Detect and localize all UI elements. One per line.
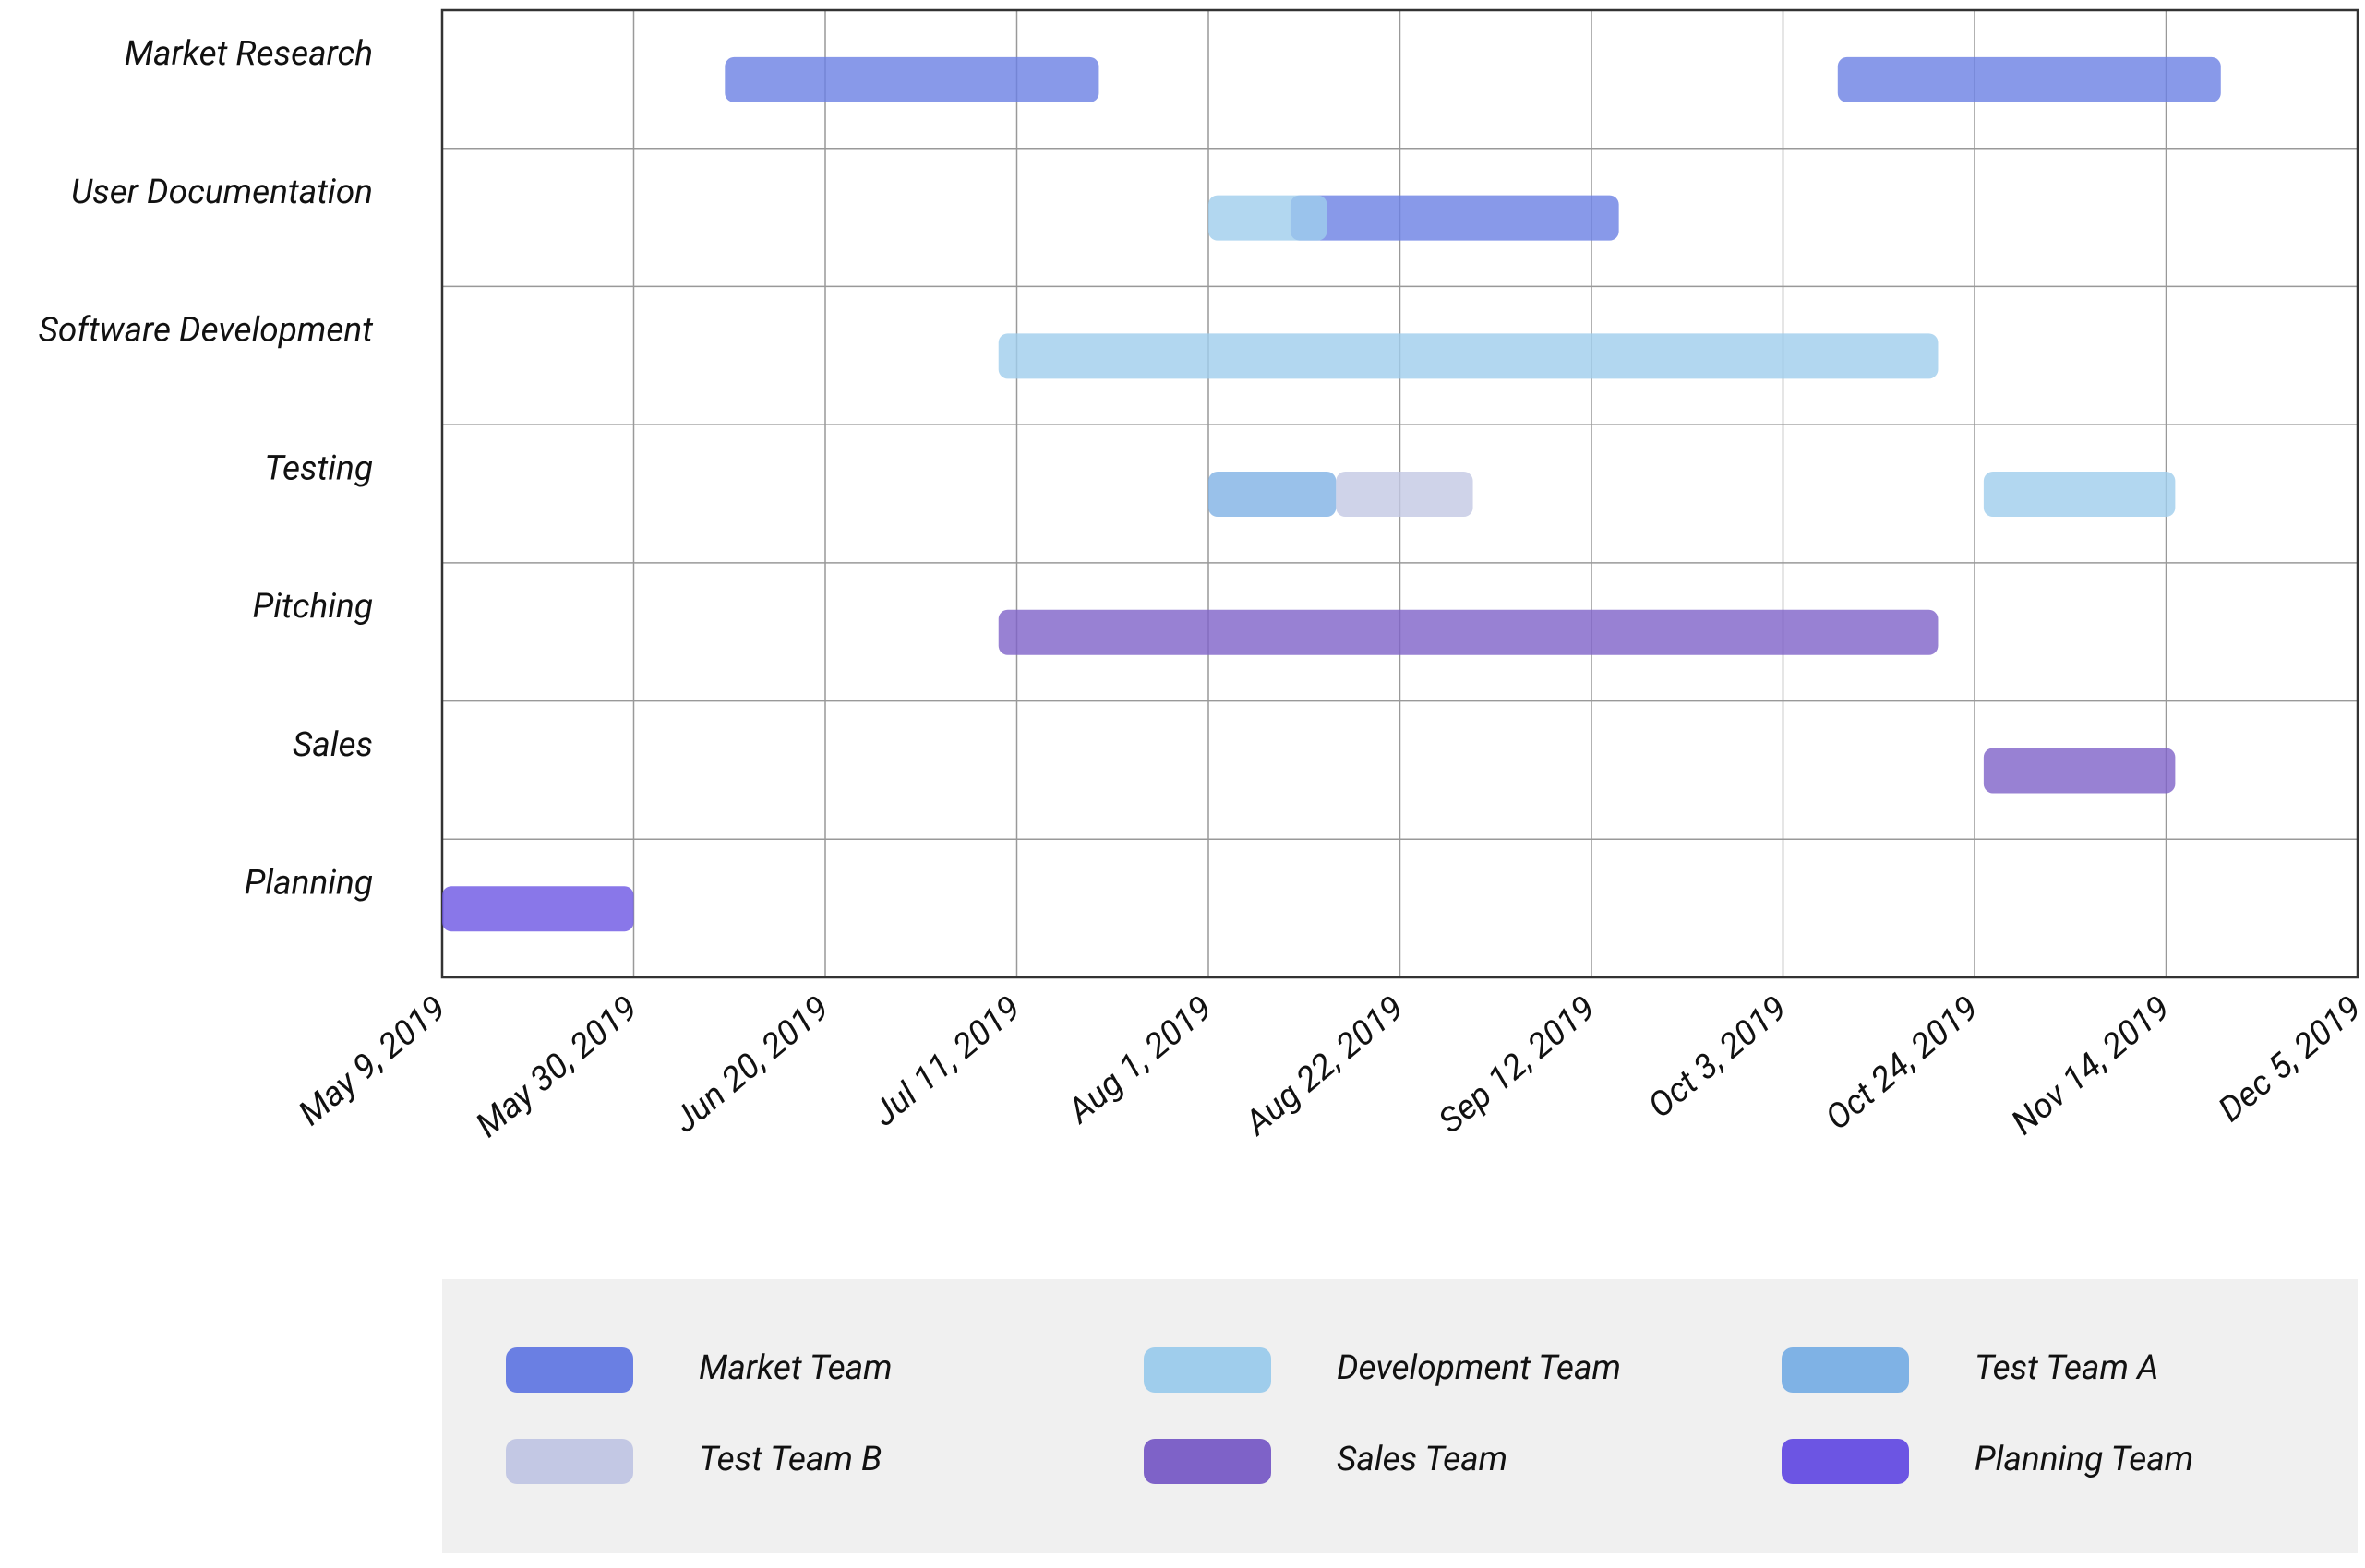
x-tick-label: Nov 14, 2019: [2004, 988, 2178, 1143]
task-bar: [998, 333, 1939, 379]
task-bar: [1983, 472, 2176, 518]
legend-swatch: [1144, 1347, 1271, 1393]
y-tick-label: Software Development: [39, 311, 374, 351]
legend-label: Test Team A: [1975, 1348, 2158, 1388]
x-tick-label: Aug 1, 2019: [1060, 988, 1220, 1132]
legend-label: Test Team B: [699, 1440, 882, 1479]
x-tick-label: May 9, 2019: [292, 988, 454, 1133]
legend-swatch: [1144, 1439, 1271, 1484]
y-tick-label: Sales: [293, 725, 373, 765]
task-bar: [725, 56, 1099, 102]
task-bar: [442, 886, 634, 932]
legend-swatch: [506, 1347, 633, 1393]
task-bar: [1983, 748, 2176, 794]
x-tick-label: Oct 3, 2019: [1641, 988, 1795, 1126]
legend-label: Planning Team: [1975, 1440, 2193, 1479]
plot-frame: [440, 8, 2359, 979]
x-tick-label: Oct 24, 2019: [1819, 988, 1987, 1138]
task-bar: [1208, 472, 1337, 518]
y-tick-label: Market Research: [125, 34, 373, 74]
task-bar: [998, 609, 1939, 655]
y-tick-label: Testing: [264, 449, 373, 488]
x-tick-label: Dec 5, 2019: [2212, 988, 2365, 1130]
x-tick-label: Jun 20, 2019: [666, 988, 837, 1141]
task-bar: [1290, 195, 1619, 241]
y-tick-label: User Documentation: [71, 173, 373, 212]
task-bar: [1208, 195, 1327, 241]
legend-box: [442, 1279, 2358, 1553]
y-tick-label: Pitching: [253, 587, 373, 627]
legend-swatch: [1782, 1439, 1909, 1484]
task-bar: [1837, 56, 2221, 102]
legend-swatch: [1782, 1347, 1909, 1393]
x-tick-label: May 30, 2019: [469, 988, 645, 1145]
y-tick-label: Planning: [245, 863, 373, 903]
legend-swatch: [506, 1439, 633, 1484]
x-tick-label: Sep 12, 2019: [1432, 988, 1603, 1142]
legend-label: Sales Team: [1337, 1440, 1507, 1479]
x-tick-label: Aug 22, 2019: [1237, 988, 1412, 1144]
legend-label: Development Team: [1337, 1348, 1621, 1388]
x-tick-label: Jul 11, 2019: [866, 988, 1029, 1134]
legend-label: Market Team: [699, 1348, 893, 1388]
task-bar: [1336, 472, 1473, 518]
